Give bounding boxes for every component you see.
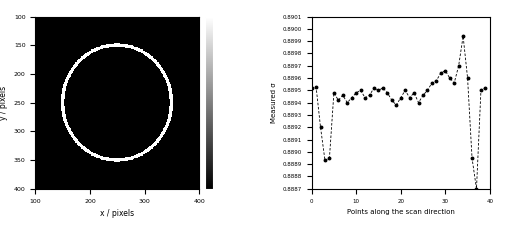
X-axis label: x / pixels: x / pixels: [100, 209, 134, 218]
X-axis label: Points along the scan direction: Points along the scan direction: [347, 209, 454, 215]
Y-axis label: Measured σ: Measured σ: [271, 82, 277, 123]
Y-axis label: y / pixels: y / pixels: [0, 86, 8, 120]
